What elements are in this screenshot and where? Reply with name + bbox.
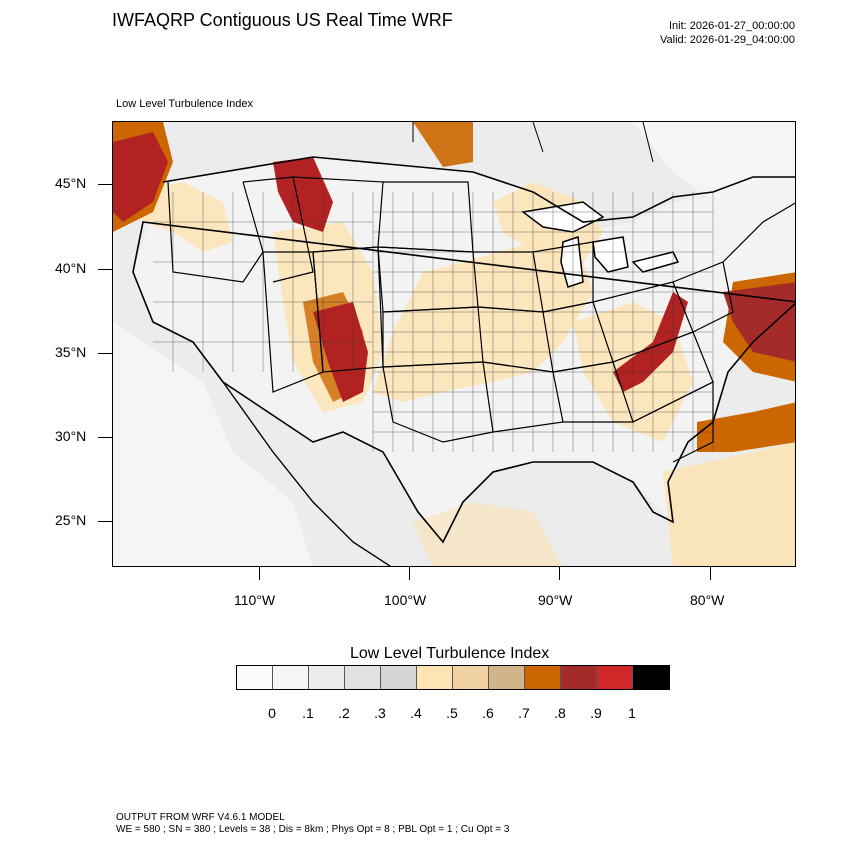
lon-label-80: 80°W xyxy=(690,592,725,608)
valid-time: Valid: 2026-01-29_04:00:00 xyxy=(660,34,795,46)
colorbar-label: .8 xyxy=(554,705,566,721)
colorbar-swatch xyxy=(489,666,525,689)
field-tan-atlantic-south xyxy=(663,442,795,566)
colorbar-swatch xyxy=(561,666,597,689)
turbulence-map xyxy=(112,121,796,567)
lat-label-30: 30°N xyxy=(55,428,87,444)
field-tan-gulf xyxy=(413,502,562,566)
lat-tick-35 xyxy=(98,353,112,354)
colorbar-label: 0 xyxy=(268,705,276,721)
colorbar-label: .4 xyxy=(410,705,422,721)
lat-label-35: 35°N xyxy=(55,344,87,360)
init-time: Init: 2026-01-27_00:00:00 xyxy=(669,20,795,32)
colorbar-swatch xyxy=(597,666,633,689)
mexico-coast xyxy=(222,381,392,566)
colorbar-swatch xyxy=(525,666,561,689)
field-orange-atlantic xyxy=(697,402,795,452)
lon-label-90: 90°W xyxy=(538,592,573,608)
colorbar-label: .1 xyxy=(302,705,314,721)
lon-label-100: 100°W xyxy=(384,592,427,608)
lat-label-40: 40°N xyxy=(55,260,87,276)
footer-model: OUTPUT FROM WRF V4.6.1 MODEL xyxy=(116,812,285,823)
field-red-pacific-northwest xyxy=(113,132,168,222)
lat-tick-30 xyxy=(98,437,112,438)
county-grid xyxy=(153,192,714,452)
colorbar-label: .9 xyxy=(590,705,602,721)
field-red-atlantic xyxy=(723,282,795,362)
colorbar-swatch xyxy=(417,666,453,689)
colorbar-label: .6 xyxy=(482,705,494,721)
colorbar-swatch xyxy=(633,666,669,689)
lon-tick-80 xyxy=(710,567,711,580)
map-subtitle: Low Level Turbulence Index xyxy=(116,98,253,110)
lake-erie xyxy=(631,251,680,273)
colorbar-label: 1 xyxy=(628,705,636,721)
lat-tick-45 xyxy=(98,184,112,185)
field-red-appalachians xyxy=(613,292,688,392)
coastline xyxy=(132,156,795,544)
colorbar-swatch xyxy=(237,666,273,689)
colorbar-label: .3 xyxy=(374,705,386,721)
field-red-montana xyxy=(273,157,333,232)
map-canvas xyxy=(113,122,795,566)
colorbar-label: .2 xyxy=(338,705,350,721)
lon-label-110: 110°W xyxy=(234,592,276,608)
field-orange-canada xyxy=(413,122,473,167)
colorbar-label: .7 xyxy=(518,705,530,721)
colorbar-swatch xyxy=(381,666,417,689)
plot-title: IWFAQRP Contiguous US Real Time WRF xyxy=(112,10,453,30)
colorbar xyxy=(236,665,670,690)
colorbar-swatch xyxy=(453,666,489,689)
colorbar-swatch xyxy=(309,666,345,689)
lon-tick-110 xyxy=(259,567,260,580)
lat-label-25: 25°N xyxy=(55,512,87,528)
footer-config: WE = 580 ; SN = 380 ; Levels = 38 ; Dis … xyxy=(116,824,510,835)
lat-tick-25 xyxy=(98,521,112,522)
lat-label-45: 45°N xyxy=(55,175,87,191)
colorbar-label: .5 xyxy=(446,705,458,721)
canada-lines xyxy=(412,122,654,163)
field-red-new-mexico xyxy=(313,302,368,402)
lake-huron xyxy=(592,236,629,273)
colorbar-title: Low Level Turbulence Index xyxy=(350,645,550,662)
colorbar-swatch xyxy=(273,666,309,689)
lon-tick-90 xyxy=(559,567,560,580)
state-boundaries xyxy=(167,176,795,463)
colorbar-swatch xyxy=(345,666,381,689)
lat-tick-40 xyxy=(98,269,112,270)
field-light-southwest xyxy=(113,322,313,566)
lon-tick-100 xyxy=(409,567,410,580)
